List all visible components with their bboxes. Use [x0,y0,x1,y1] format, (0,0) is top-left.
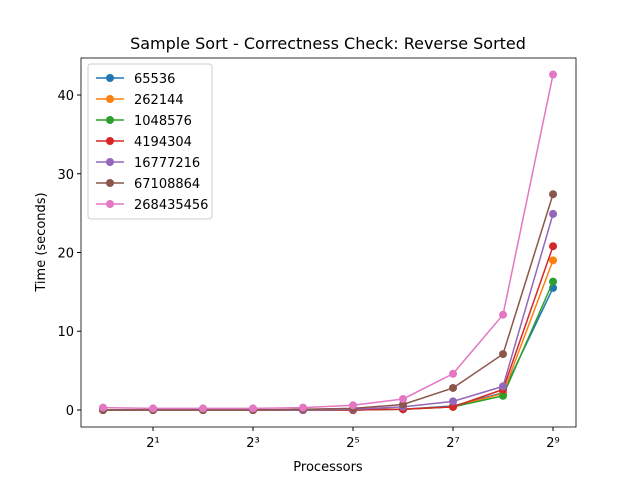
legend-box [87,63,213,220]
x-tick-label: 2³ [246,436,259,451]
legend-label: 65536 [134,72,175,87]
data-point [549,242,558,251]
legend-label: 1048576 [134,114,192,129]
y-tick-label: 0 [66,404,74,419]
data-point [499,382,508,391]
data-point [349,401,358,410]
plot-frame [80,57,577,428]
data-point [499,310,508,319]
legend-marker [106,74,114,82]
x-axis-label: Processors [293,460,363,475]
data-point [449,397,458,406]
data-point [549,256,558,265]
data-point [299,403,308,412]
x-tick-label: 2⁹ [546,436,559,451]
data-point [399,400,408,409]
y-tick-label: 40 [57,89,74,104]
data-point [499,350,508,359]
y-axis-label: Time (seconds) [34,192,49,292]
series-line [103,213,554,411]
data-point [449,369,458,378]
data-point [549,209,558,218]
data-point [449,383,458,392]
series-line [103,194,554,411]
x-tick-label: 2⁵ [346,436,359,451]
data-point [99,403,108,412]
data-point [199,404,208,413]
y-tick-label: 20 [57,247,74,262]
series-line [103,245,554,411]
data-point [399,394,408,403]
data-point [449,402,458,411]
legend-marker [106,137,114,145]
x-tick-label: 2⁷ [446,436,459,451]
legend-label: 268435456 [134,198,208,213]
legend-marker [106,95,114,103]
data-point [499,391,508,400]
legend-marker [106,158,114,166]
data-point [549,277,558,286]
chart-title: Sample Sort - Correctness Check: Reverse… [130,34,526,53]
data-point [549,70,558,79]
series-line [103,74,554,410]
legend-marker [106,116,114,124]
legend-label: 4194304 [134,135,192,150]
x-tick-label: 2¹ [146,436,159,451]
legend-marker [106,200,114,208]
y-tick-label: 30 [57,168,74,183]
y-tick-label: 10 [57,325,74,340]
series-line [103,281,554,411]
data-point [149,404,158,413]
legend-marker [106,179,114,187]
data-point [249,404,258,413]
legend-label: 67108864 [134,177,200,192]
data-point [549,190,558,199]
legend-label: 262144 [134,93,184,108]
legend-label: 16777216 [134,156,200,171]
